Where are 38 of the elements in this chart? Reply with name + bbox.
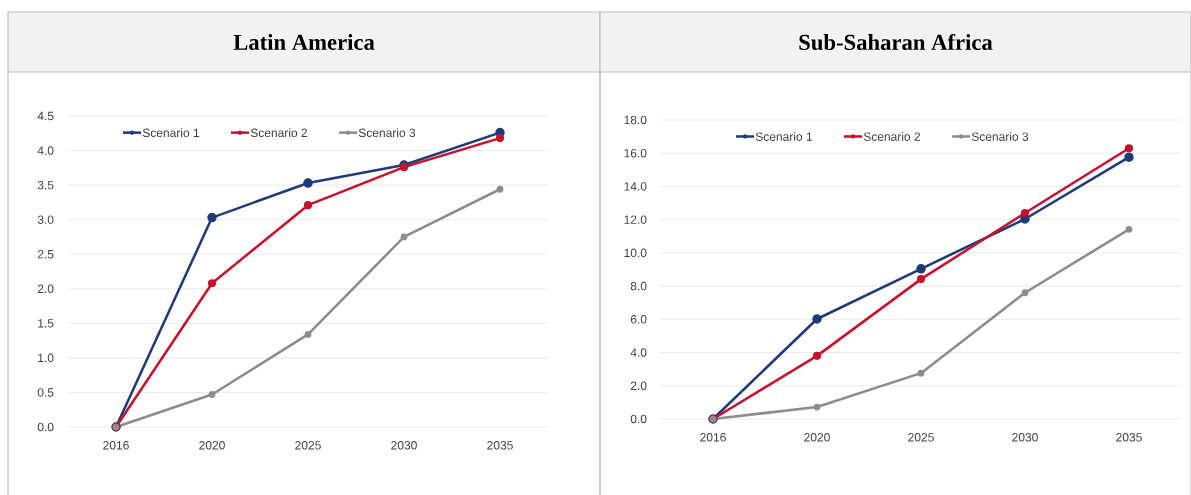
y-tick-label: 3.5 <box>37 180 54 190</box>
x-tick-label: 2016 <box>103 441 129 450</box>
x-tick-label: 2035 <box>487 441 513 450</box>
y-tick-label: 6.0 <box>630 315 647 324</box>
y-tick-label: 0.0 <box>37 422 54 432</box>
y-tick-label: 16.0 <box>624 148 647 158</box>
y-tick-label: 3.0 <box>37 215 54 224</box>
legend-label: Scenario 1 <box>142 128 200 138</box>
y-tick-label: 0.5 <box>37 388 54 397</box>
x-tick-label: 2030 <box>1012 433 1038 442</box>
x-tick-label: 2035 <box>1116 433 1142 442</box>
y-tick-label: 2.5 <box>37 249 54 259</box>
y-tick-label: 4.0 <box>37 146 54 155</box>
y-tick-label: 8.0 <box>630 281 647 291</box>
x-tick-label: 2025 <box>295 441 321 450</box>
x-tick-label: 2030 <box>391 441 417 450</box>
y-tick-label: 18.0 <box>624 115 647 125</box>
chart-title: Sub-Saharan Africa <box>799 33 993 51</box>
legend-label: Scenario 3 <box>971 132 1029 141</box>
y-tick-label: 4.0 <box>630 348 647 357</box>
y-tick-label: 14.0 <box>624 182 647 191</box>
y-tick-label: 10.0 <box>624 248 647 258</box>
y-tick-label: 4.5 <box>37 111 54 121</box>
y-tick-label: 2.0 <box>37 284 54 294</box>
legend-label: Scenario 2 <box>863 132 921 141</box>
y-tick-label: 2.0 <box>630 381 647 391</box>
x-tick-label: 2016 <box>700 433 726 442</box>
legend-label: Scenario 2 <box>250 128 308 138</box>
y-tick-label: 1.5 <box>38 319 54 328</box>
x-tick-label: 2020 <box>804 433 830 442</box>
x-tick-label: 2025 <box>908 433 934 442</box>
y-tick-label: 1.0 <box>38 353 54 363</box>
chart-title: Latin America <box>233 34 375 50</box>
x-tick-label: 2020 <box>199 441 225 450</box>
y-tick-label: 12.0 <box>624 215 647 224</box>
y-tick-label: 0.0 <box>630 414 647 424</box>
legend-label: Scenario 3 <box>358 128 416 138</box>
legend-label: Scenario 1 <box>755 132 813 141</box>
